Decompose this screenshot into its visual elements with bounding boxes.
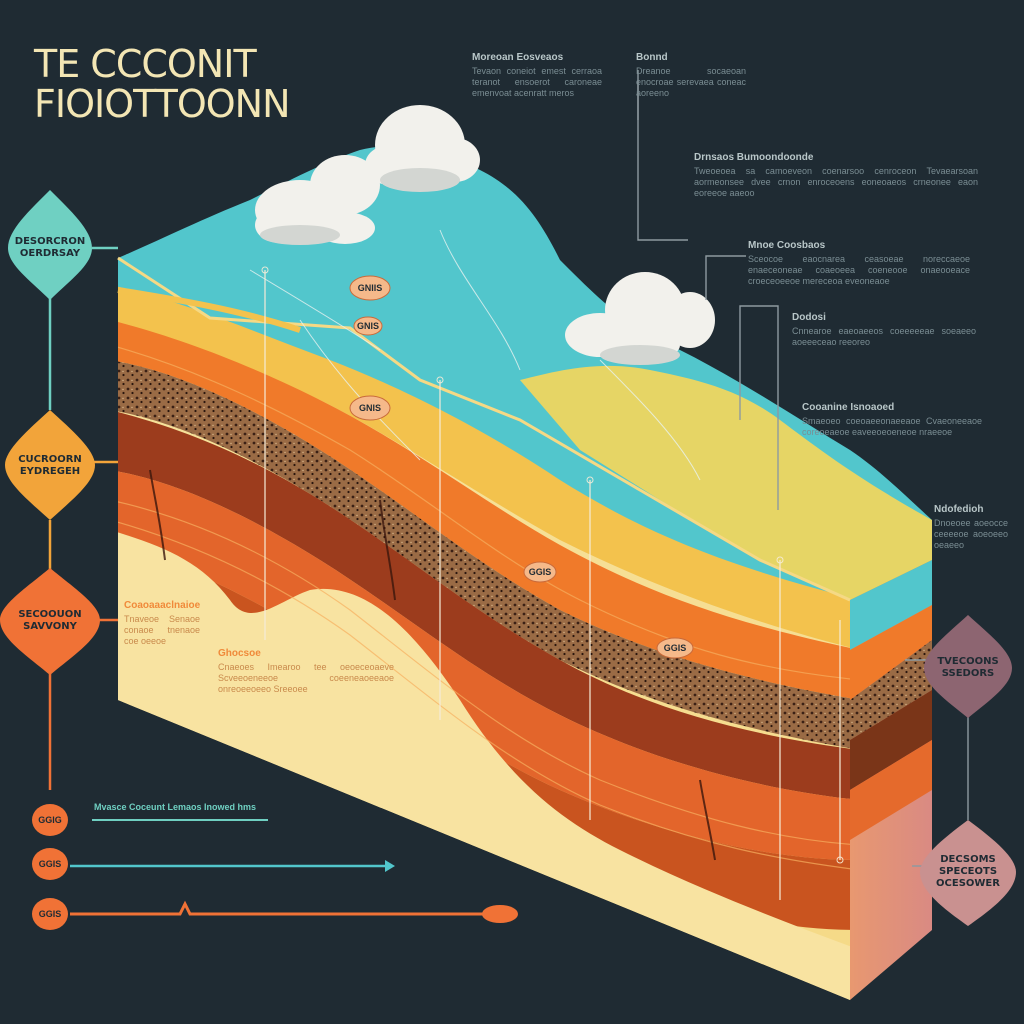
dark-red-layer (118, 410, 850, 800)
legend-pill-3: GGIS (38, 909, 62, 919)
text-block: Mnoe Coosbaos Sceocoe eaocnarea ceasoeae… (748, 240, 970, 286)
legend-pill-1: GGIG (38, 815, 62, 825)
right-connectors (637, 70, 969, 867)
text-block: Coaoaaaclnaioe Tnaveoe Senaoe conaoe tne… (124, 600, 201, 646)
right-node-1-label: TVECOONS SSEDORS (937, 656, 999, 679)
diagram-pill-label: GGIS (663, 643, 687, 653)
legend-lines (70, 819, 518, 923)
text-block: Ghocsoe Cnaeoes Imearoo tee oeoeceoaeve … (218, 648, 394, 694)
yellow-sediment (118, 285, 850, 650)
diagram-pills (349, 275, 694, 659)
node-orange-shape (5, 410, 95, 520)
sand-dotted-layer (118, 360, 850, 750)
diagram-pill-label: GNIS (356, 321, 379, 331)
left-node-2-label: CUCROORN EYDREGEH (18, 454, 82, 477)
cloud-icon (255, 105, 715, 360)
text-block: Bonnd Dreanoe socaeoan enocroae serevaea… (636, 52, 746, 98)
left-diamond-nodes (0, 190, 100, 930)
text-block: Ndofedioh Dnoeoee aoeocce ceeeeoe aoeoee… (934, 504, 1008, 550)
text-block: Moreoan Eosveaos Tevaon coneiot emest ce… (472, 52, 602, 98)
text-block: Dodosi Cnnearoe eaeoaeeos coeeeeeae soea… (792, 312, 976, 347)
right-diamond-nodes (920, 615, 1016, 926)
page-title: TE CCCONIT FIOIOTTOONN (34, 42, 291, 126)
diagram-pill-label: GNIS (358, 403, 381, 413)
diagram-pill-label: GNIIS (357, 283, 383, 293)
cloud-shadow (260, 168, 680, 365)
node-coral-shape (0, 568, 100, 675)
node-pink-shape (920, 820, 1016, 926)
yellow-plateau (520, 365, 932, 600)
node-mauve-shape (924, 615, 1012, 718)
legend-caption: Mvasce Coceunt Lemaos Inowed hms (94, 802, 257, 812)
title-line-2: FIOIOTTOONN (34, 82, 291, 126)
title-line-1: TE CCCONIT (34, 42, 257, 86)
left-node-3-label: SECOOUON SAVVONY (18, 609, 82, 632)
left-connectors (48, 246, 118, 790)
orange-layer-upper (118, 320, 850, 700)
text-block: Drnsaos Bumoondoonde Tweoeoea sa camoeve… (694, 152, 978, 198)
diagram-pill-label: GGIS (528, 567, 552, 577)
text-block: Cooanine Isnoaoed Smaeoeo coeoaeeonaeeao… (802, 402, 982, 437)
legend-pill-2: GGIS (38, 859, 62, 869)
orange-layer-lower (118, 470, 850, 860)
right-node-2-label: DECSOMS SPECEOTS OCESOWER (936, 854, 1000, 889)
node-teal-shape (8, 190, 92, 300)
left-node-1-label: DESORCRON OERDRSAY (14, 236, 86, 259)
